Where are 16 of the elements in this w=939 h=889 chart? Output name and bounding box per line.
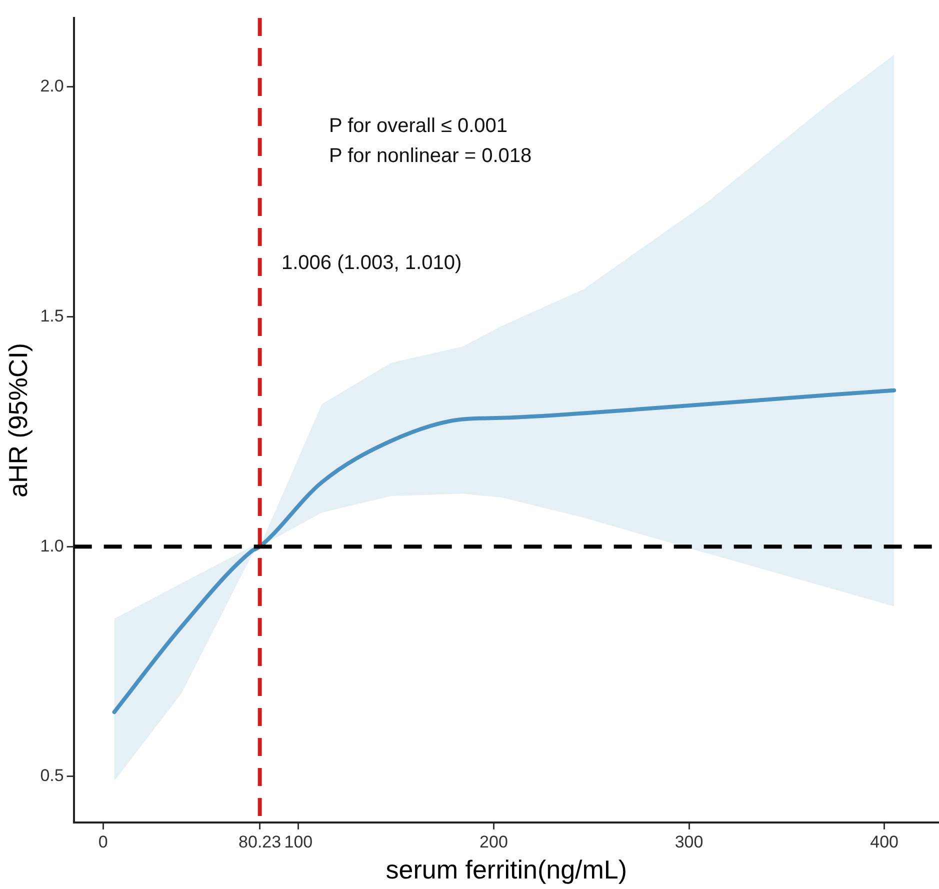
annotation: 1.006 (1.003, 1.010): [281, 252, 462, 274]
x-tick-label: 300: [674, 832, 704, 852]
y-tick-label: 1.0: [40, 536, 64, 556]
annotation: P for overall ≤ 0.001: [329, 115, 508, 138]
x-tick-label: 200: [480, 832, 508, 852]
y-tick-label: 0.5: [40, 766, 64, 786]
y-axis-title: aHR (95%CI): [2, 342, 33, 498]
annotation: P for nonlinear = 0.018: [329, 144, 532, 167]
x-tick-label: 400: [870, 832, 899, 852]
x-tick-label: 80.23: [238, 832, 282, 852]
y-tick-label: 2.0: [40, 76, 64, 96]
x-axis-title: serum ferritin(ng/mL): [386, 854, 628, 885]
x-tick-label: 100: [284, 832, 313, 852]
y-tick-label: 1.5: [40, 306, 64, 326]
line-series: [112, 388, 896, 714]
x-tick-label: 0: [98, 832, 108, 852]
